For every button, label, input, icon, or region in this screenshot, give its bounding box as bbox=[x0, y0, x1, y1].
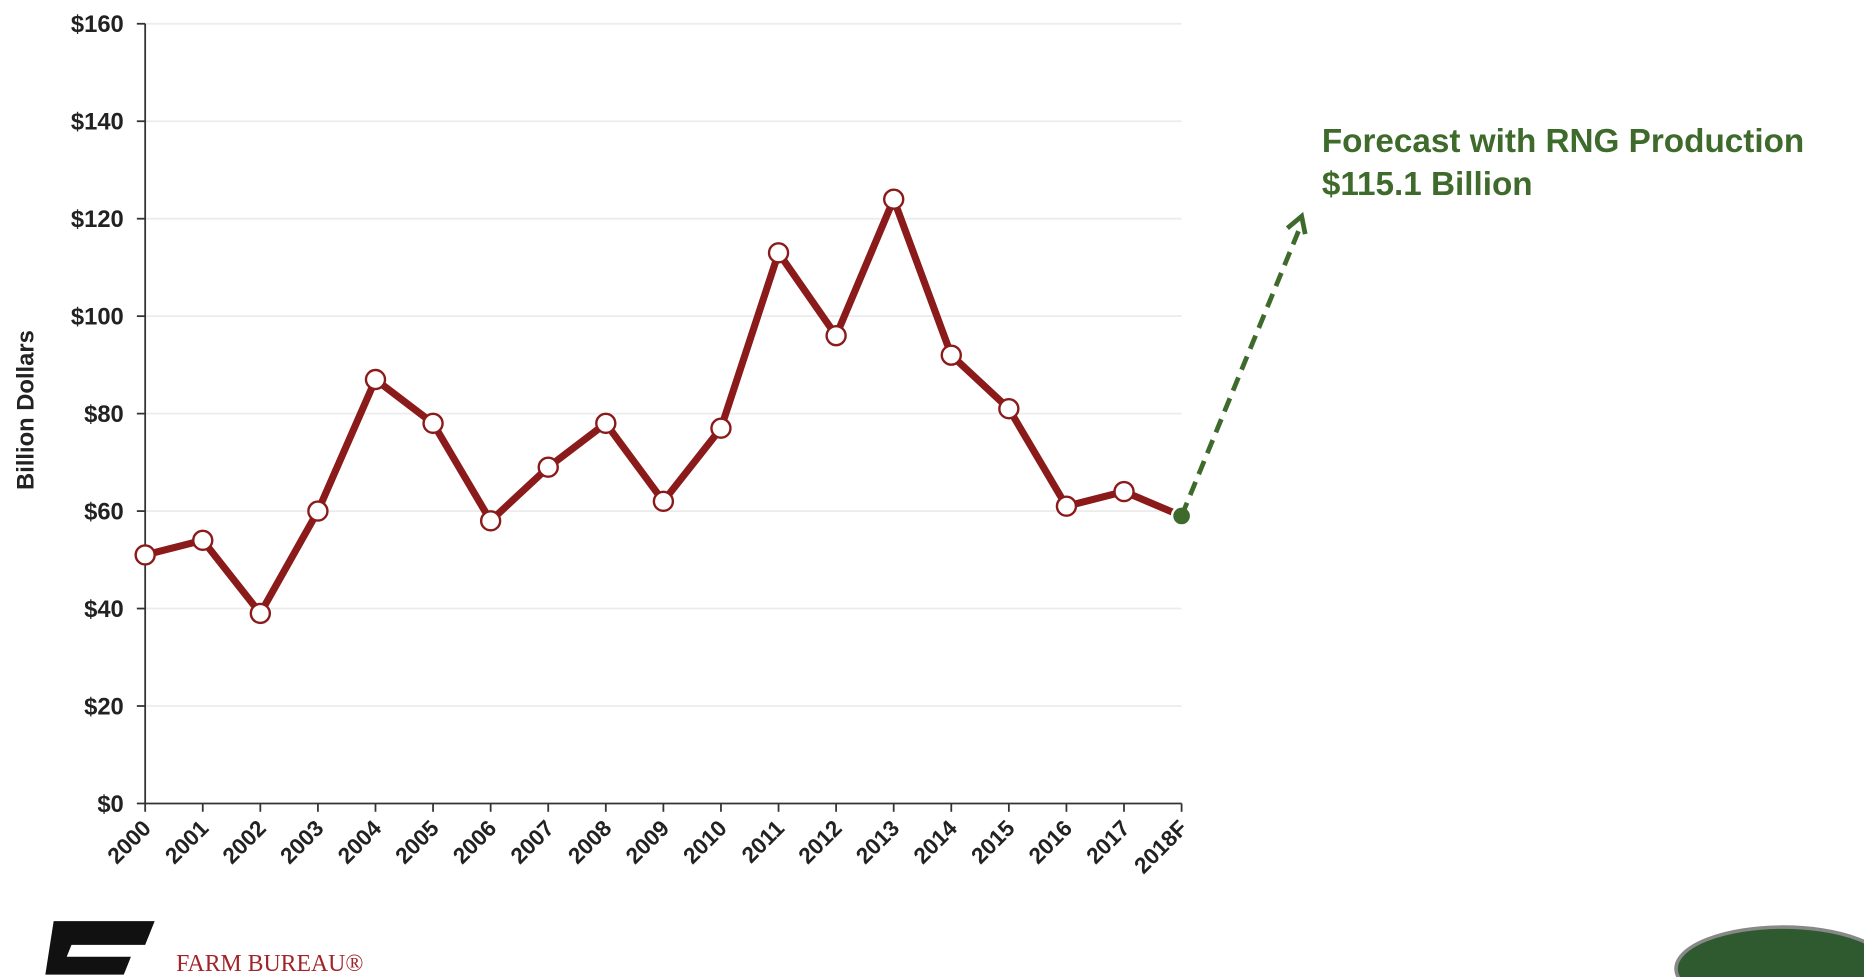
data-point bbox=[825, 324, 847, 347]
forecast-arrow bbox=[1179, 222, 1304, 517]
y-tick-label: $0 bbox=[97, 791, 123, 818]
y-tick-label: $140 bbox=[71, 109, 124, 136]
data-point bbox=[595, 412, 617, 435]
annotation: $115.1 Billion bbox=[1322, 166, 1533, 203]
y-tick-label: $80 bbox=[84, 401, 124, 428]
x-tick-label: 2015 bbox=[966, 815, 1019, 868]
data-point bbox=[422, 412, 444, 435]
forecast-arrowhead bbox=[1285, 211, 1308, 235]
x-tick-label: 2002 bbox=[218, 815, 271, 868]
logo-text: FARM BUREAU® bbox=[176, 951, 363, 977]
x-tick-label: 2010 bbox=[678, 815, 731, 868]
x-tick-label: 2000 bbox=[103, 815, 156, 868]
data-point bbox=[537, 456, 559, 478]
x-tick-label: 2018F bbox=[1129, 815, 1192, 878]
x-tick-label: 2014 bbox=[909, 815, 963, 869]
annotation: Forecast with RNG Production bbox=[1322, 123, 1804, 160]
x-tick-label: 2004 bbox=[333, 815, 387, 869]
y-tick-label: $40 bbox=[84, 596, 124, 623]
y-tick-label: $100 bbox=[71, 303, 124, 330]
data-point bbox=[307, 500, 329, 522]
data-point bbox=[192, 529, 214, 552]
data-point bbox=[1113, 480, 1135, 503]
partner-logo bbox=[1674, 925, 1864, 977]
data-point bbox=[479, 510, 502, 532]
data-line bbox=[144, 195, 1183, 617]
x-tick-label: 2005 bbox=[391, 815, 444, 868]
y-tick-label: $20 bbox=[84, 693, 124, 720]
farm-bureau-logo: FARM BUREAU® bbox=[45, 921, 363, 977]
y-tick-label: $120 bbox=[71, 206, 124, 233]
logo-mark bbox=[45, 921, 155, 975]
x-tick-label: 2007 bbox=[506, 815, 559, 868]
x-tick-label: 2008 bbox=[563, 815, 616, 868]
data-point bbox=[767, 242, 790, 264]
data-point bbox=[134, 544, 156, 566]
x-tick-label: 2017 bbox=[1081, 815, 1134, 868]
data-point bbox=[249, 602, 272, 625]
x-tick-label: 2011 bbox=[737, 815, 789, 867]
data-point bbox=[940, 344, 962, 366]
data-point bbox=[998, 398, 1020, 420]
x-tick-label: 2006 bbox=[448, 815, 501, 868]
x-tick-label: 2003 bbox=[275, 815, 328, 868]
data-point bbox=[1170, 505, 1193, 527]
y-tick-label: $60 bbox=[84, 498, 124, 525]
y-axis-label: Billion Dollars bbox=[12, 330, 39, 490]
x-tick-label: 2001 bbox=[160, 815, 213, 868]
data-point bbox=[710, 417, 732, 439]
data-point bbox=[652, 490, 675, 513]
y-tick-label: $160 bbox=[71, 11, 124, 38]
x-tick-label: 2013 bbox=[851, 815, 904, 868]
data-point bbox=[1055, 495, 1078, 517]
x-tick-label: 2016 bbox=[1024, 815, 1077, 868]
data-point bbox=[883, 188, 905, 210]
data-point bbox=[364, 368, 387, 391]
x-tick-label: 2012 bbox=[794, 815, 847, 868]
x-tick-label: 2009 bbox=[621, 815, 674, 868]
